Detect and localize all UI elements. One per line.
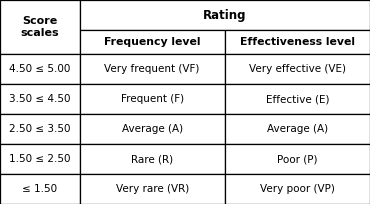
Bar	[0, 84, 80, 114]
Bar	[225, 174, 370, 204]
Text: Score
scales: Score scales	[20, 16, 59, 38]
Text: Very effective (VE): Very effective (VE)	[249, 64, 346, 74]
Text: Poor (P): Poor (P)	[277, 154, 317, 164]
Bar	[80, 30, 225, 54]
Bar	[80, 144, 225, 174]
Text: 2.50 ≤ 3.50: 2.50 ≤ 3.50	[9, 124, 71, 134]
Bar	[80, 84, 225, 114]
Bar	[225, 84, 370, 114]
Bar	[225, 30, 370, 54]
Text: 1.50 ≤ 2.50: 1.50 ≤ 2.50	[9, 154, 71, 164]
Text: Very rare (VR): Very rare (VR)	[115, 184, 189, 194]
Text: Average (A): Average (A)	[267, 124, 328, 134]
Bar	[225, 54, 370, 84]
Bar	[0, 114, 80, 144]
Text: Very poor (VP): Very poor (VP)	[260, 184, 335, 194]
Bar	[80, 174, 225, 204]
Bar	[0, 0, 80, 54]
Bar	[80, 0, 370, 30]
Text: Rare (R): Rare (R)	[131, 154, 173, 164]
Bar	[225, 114, 370, 144]
Bar	[0, 144, 80, 174]
Text: Frequent (F): Frequent (F)	[121, 94, 184, 104]
Text: 4.50 ≤ 5.00: 4.50 ≤ 5.00	[9, 64, 70, 74]
Bar	[0, 54, 80, 84]
Bar	[225, 144, 370, 174]
Text: ≤ 1.50: ≤ 1.50	[22, 184, 57, 194]
Text: Average (A): Average (A)	[122, 124, 183, 134]
Text: Effective (E): Effective (E)	[266, 94, 329, 104]
Text: Rating: Rating	[203, 9, 246, 21]
Text: Frequency level: Frequency level	[104, 37, 201, 47]
Bar	[0, 174, 80, 204]
Bar	[80, 114, 225, 144]
Text: 3.50 ≤ 4.50: 3.50 ≤ 4.50	[9, 94, 71, 104]
Text: Effectiveness level: Effectiveness level	[240, 37, 355, 47]
Bar	[80, 54, 225, 84]
Text: Very frequent (VF): Very frequent (VF)	[104, 64, 200, 74]
